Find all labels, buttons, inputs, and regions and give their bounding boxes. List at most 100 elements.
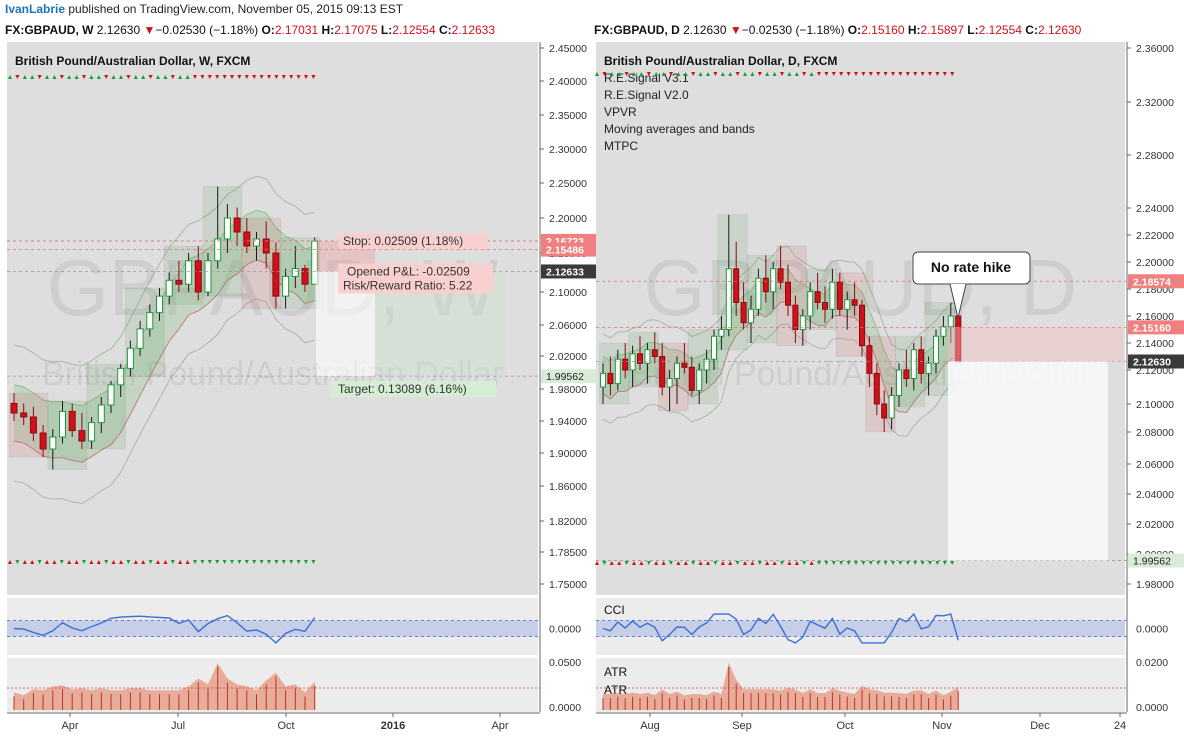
signal-top-1-35: [854, 72, 858, 76]
signal-top-1-39: [883, 72, 888, 76]
osc-line-0: [13, 614, 316, 644]
candle-body-0-12: [126, 347, 134, 369]
candle-body-1-39: [888, 395, 895, 419]
osc-pane-bg-1: [596, 598, 1125, 655]
symbol-part-7: 2.15897: [921, 23, 968, 37]
y-tick-label-0-5: 2.20000: [549, 213, 587, 225]
signal-top-1-29: [809, 72, 814, 76]
signal-top-1-45: [928, 72, 932, 76]
signal-top-0-23: [178, 75, 183, 79]
symbol-part-6: H:: [908, 23, 921, 37]
symbol-part-0: FX:GBPAUD, D: [594, 23, 683, 37]
signal-top-1-10: [669, 72, 673, 76]
candle-body-0-16: [165, 279, 173, 297]
stop-zone-d: [948, 327, 1123, 362]
candle-body-0-13: [136, 328, 144, 349]
signal-bot-0-28: [215, 560, 220, 564]
osc-pane-bg-0: [7, 598, 538, 655]
signal-bot-1-45: [928, 561, 932, 565]
signal-top-1-47: [942, 72, 947, 76]
publisher-user-link[interactable]: IvanLabrie: [5, 2, 66, 16]
signal-top-1-41: [898, 72, 903, 76]
signal-bot-1-44: [920, 561, 925, 565]
y-tick-label-0-1: 2.40000: [549, 76, 587, 88]
signal-bot-1-26: [787, 561, 792, 565]
signal-bot-1-5: [632, 561, 636, 565]
signal-bot-0-2: [22, 560, 27, 564]
signal-top-0-28: [215, 75, 220, 79]
signal-top-0-4: [37, 75, 42, 79]
candle-body-1-5: [637, 353, 643, 364]
y-tick-label-0-7: 2.10000: [549, 287, 587, 299]
candle-body-1-32: [836, 281, 843, 310]
stop-label-bg: [338, 233, 488, 250]
signal-top-0-31: [237, 75, 242, 79]
candle-body-1-34: [851, 299, 858, 306]
x-tick-label-1-1: Sep: [732, 720, 752, 732]
candle-body-1-22: [762, 277, 769, 293]
y-tick-label-1-5: 2.20000: [1136, 257, 1174, 269]
signal-top-0-25: [193, 75, 197, 79]
signal-top-1-13: [691, 72, 696, 76]
signal-bot-0-26: [200, 560, 205, 564]
signal-bot-1-27: [794, 561, 799, 565]
osc-band-1: [596, 620, 1125, 637]
signal-top-0-24: [185, 75, 190, 79]
y-tick-label-0-9: 2.02000: [549, 351, 587, 363]
y-tick-label-0-16: 1.75000: [549, 579, 587, 591]
symbol-line-1: FX:GBPAUD, D 2.12630 ▼−0.02530 (−1.18%) …: [594, 23, 1082, 37]
signal-bot-1-33: [839, 561, 844, 565]
atr-area-0: [14, 662, 315, 710]
signal-bot-1-16: [713, 561, 718, 565]
symbol-part-10: C:: [439, 23, 452, 37]
symbol-part-4: O:: [848, 23, 861, 37]
symbol-line-0: FX:GBPAUD, W 2.12630 ▼−0.02530 (−1.18%) …: [5, 23, 495, 37]
candle-body-0-18: [185, 260, 193, 285]
signal-bot-0-39: [296, 560, 301, 564]
signal-bot-1-4: [624, 561, 629, 565]
candle-body-0-25: [253, 238, 260, 247]
candle-body-1-33: [844, 299, 851, 310]
candle-body-1-31: [829, 281, 836, 310]
signal-top-0-39: [296, 75, 301, 79]
y-tick-label-0-0: 2.45000: [549, 43, 587, 55]
indicator-label-0: R.E.Signal V3.1: [604, 71, 689, 85]
signal-top-1-14: [698, 72, 703, 76]
signal-top-1-44: [920, 72, 925, 76]
signal-bot-0-37: [281, 560, 286, 564]
candle-body-0-2: [29, 416, 37, 434]
signal-top-1-15: [706, 72, 710, 76]
annotation-pointer: [949, 283, 967, 319]
signal-bot-1-42: [905, 561, 910, 565]
candle-body-1-24: [777, 268, 784, 283]
candle-body-0-6: [68, 410, 76, 432]
signal-bot-1-10: [669, 561, 673, 565]
candle-body-1-19: [740, 302, 747, 324]
signal-bot-1-31: [824, 561, 829, 565]
band-outer-lower-0: [13, 298, 315, 504]
signal-top-1-3: [617, 72, 622, 76]
candle-body-1-1: [607, 372, 614, 385]
signal-bot-0-8: [67, 560, 72, 564]
signal-top-0-36: [274, 75, 279, 79]
signal-bot-0-27: [207, 560, 212, 564]
y-tick-label-0-8: 2.06000: [549, 320, 587, 332]
signal-top-0-26: [200, 75, 205, 79]
price-label-bg-0-3: [541, 369, 597, 384]
signal-bot-0-3: [30, 560, 35, 564]
signal-top-1-46: [935, 72, 940, 76]
signal-top-1-30: [817, 72, 821, 76]
annotation-box: [912, 251, 1031, 285]
atr-label-1: ATR: [604, 665, 627, 679]
signal-bot-1-12: [683, 561, 688, 565]
signal-top-1-24: [772, 72, 777, 76]
signal-top-0-0: [8, 75, 12, 79]
signal-bot-1-8: [654, 561, 659, 565]
price-label-bg-1-1: [1128, 320, 1184, 335]
price-label-bg-0-1: [541, 242, 597, 257]
signal-top-1-36: [861, 72, 866, 76]
y-tick-label-1-12: 2.06000: [1136, 459, 1174, 471]
candle-body-1-14: [703, 358, 710, 371]
signal-bot-0-24: [185, 560, 190, 564]
signal-bot-1-39: [883, 561, 888, 565]
